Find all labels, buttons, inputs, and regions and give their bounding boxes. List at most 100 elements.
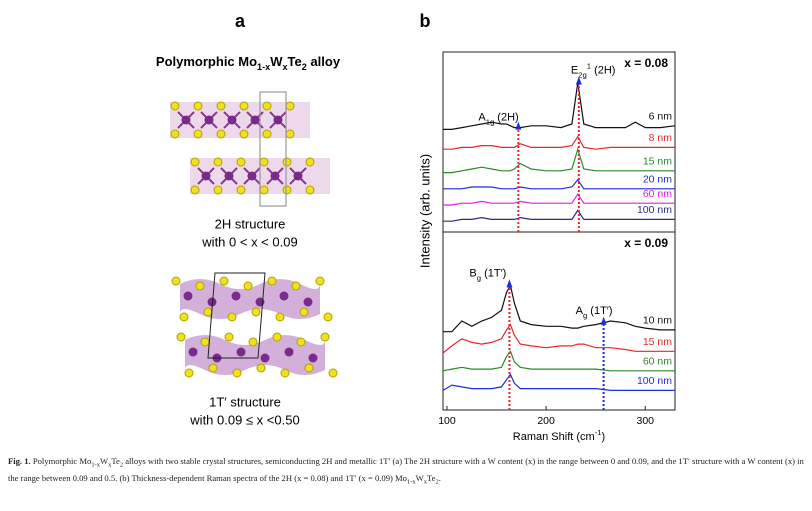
metal-atom <box>201 171 211 181</box>
metal-atom <box>293 171 303 181</box>
chalcogen-atom <box>224 332 234 342</box>
metal-atom <box>273 115 283 125</box>
chalcogen-atom <box>248 337 258 347</box>
chalcogen-atom <box>203 307 213 317</box>
slab <box>185 335 325 375</box>
chalcogen-atom <box>184 368 194 378</box>
text-part: g <box>583 310 587 319</box>
x-tick-label: 200 <box>537 415 555 427</box>
chalcogen-atom <box>227 312 237 322</box>
chalcogen-atom <box>305 157 315 167</box>
series-label: 8 nm <box>649 132 673 144</box>
chalcogen-atom <box>323 312 333 322</box>
caption-part: x <box>423 478 428 486</box>
text-part: ) <box>602 431 606 443</box>
text-part: x <box>282 62 287 72</box>
chalcogen-atom <box>291 281 301 291</box>
structure-name: 1T′ structure <box>209 394 281 409</box>
spectrum-line <box>442 373 675 391</box>
chalcogen-atom <box>282 185 292 195</box>
chalcogen-atom <box>272 332 282 342</box>
chalcogen-atom <box>213 185 223 195</box>
chalcogen-atom <box>262 129 272 139</box>
chalcogen-atom <box>328 368 338 378</box>
caption-part: x <box>108 461 112 469</box>
metal-atom <box>183 291 193 301</box>
panel-title: Polymorphic Mo1-xWxTe2 alloy <box>156 54 341 72</box>
chalcogen-atom <box>176 332 186 342</box>
chalcogen-atom <box>170 101 180 111</box>
chalcogen-atom <box>304 363 314 373</box>
text-part: B <box>469 267 476 279</box>
chalcogen-atom <box>179 312 189 322</box>
chalcogen-atom <box>170 129 180 139</box>
metal-atom <box>181 115 191 125</box>
caption: Fig. 1. Polymorphic Mo1-xWxTe2 alloys wi… <box>8 455 804 488</box>
text-part: E <box>571 65 578 77</box>
metal-atom <box>284 347 294 357</box>
chalcogen-atom <box>193 101 203 111</box>
metal-atom <box>227 115 237 125</box>
plot-frame <box>442 51 676 411</box>
chalcogen-atom <box>267 276 277 286</box>
slab <box>180 279 320 319</box>
text-part: 1 <box>587 61 591 70</box>
text-part: 2g <box>578 70 587 79</box>
unit-cell <box>207 272 266 359</box>
chalcogen-atom <box>315 276 325 286</box>
caption-part: 2 <box>119 461 124 469</box>
chalcogen-atom <box>239 101 249 111</box>
chalcogen-atom <box>236 185 246 195</box>
spectrum-line <box>443 147 675 174</box>
metal-atom <box>204 115 214 125</box>
text-part: 1-x <box>257 62 270 72</box>
metal-atom <box>308 353 318 363</box>
series-label: 60 nm <box>643 356 672 368</box>
chalcogen-atom <box>219 276 229 286</box>
x-tick-label: 300 <box>636 415 654 427</box>
chalcogen-atom <box>213 157 223 167</box>
chalcogen-atom <box>299 307 309 317</box>
text-part: 1g <box>486 117 495 126</box>
metal-atom <box>231 291 241 301</box>
metal-atom <box>279 291 289 301</box>
text-part: g <box>477 273 481 282</box>
text-part: Te <box>288 54 302 69</box>
peak-label: E2g1 (2H) <box>571 61 616 79</box>
chalcogen-atom <box>280 368 290 378</box>
chalcogen-atom <box>285 129 295 139</box>
spectrum-line <box>443 82 676 130</box>
series-label: 60 nm <box>643 188 672 200</box>
chalcogen-atom <box>259 157 269 167</box>
chalcogen-atom <box>171 276 181 286</box>
metal-atom <box>207 297 217 307</box>
chalcogen-atom <box>275 312 285 322</box>
x-axis-label: Raman Shift (cm-1) <box>513 428 605 443</box>
structure-range: with 0 < x < 0.09 <box>201 234 297 249</box>
text-part: (2H) <box>591 65 615 77</box>
metal-atom <box>270 171 280 181</box>
y-axis-label: Intensity (arb. units) <box>417 154 432 268</box>
text-part: A <box>478 112 486 124</box>
caption-part: Polymorphic Mo <box>30 456 92 466</box>
spectrum-line <box>443 135 675 150</box>
metal-atom <box>236 347 246 357</box>
chalcogen-atom <box>232 368 242 378</box>
spectrum-line <box>442 350 675 372</box>
crystal-structures <box>170 91 338 378</box>
text-part: A <box>576 305 584 317</box>
structure-range: with 0.09 ≤ x <0.50 <box>189 412 299 427</box>
peak-label: Bg (1T′) <box>469 267 506 282</box>
caption-part: W <box>100 456 109 466</box>
text-part: Polymorphic Mo <box>156 54 257 69</box>
chalcogen-atom <box>208 363 218 373</box>
chalcogen-atom <box>195 281 205 291</box>
series-label: 15 nm <box>643 336 672 348</box>
text-part: Raman Shift (cm <box>513 431 595 443</box>
spectrum-line <box>443 283 675 333</box>
caption-part: . <box>438 472 441 483</box>
structure-name: 2H structure <box>215 216 286 231</box>
chalcogen-atom <box>262 101 272 111</box>
unit-cell <box>259 91 287 207</box>
text-part: W <box>270 54 283 69</box>
